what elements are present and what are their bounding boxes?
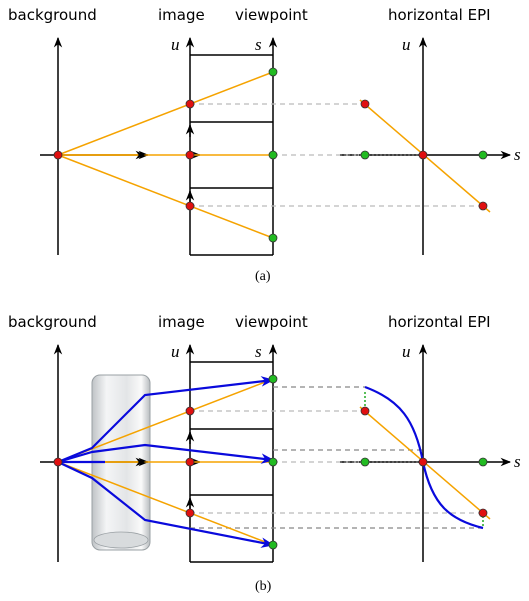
- point: [361, 407, 369, 415]
- caption: (a): [255, 269, 271, 284]
- axis-label: u: [402, 342, 411, 361]
- label: horizontal EPI: [388, 313, 491, 331]
- point: [419, 458, 427, 466]
- point: [479, 202, 487, 210]
- epi-curve: [365, 387, 483, 528]
- point: [186, 407, 194, 415]
- glass-base: [94, 532, 148, 548]
- point: [54, 151, 62, 159]
- label: viewpoint: [235, 313, 308, 331]
- axis-label: s: [255, 342, 262, 361]
- ray: [58, 462, 273, 545]
- point: [186, 100, 194, 108]
- point: [269, 375, 277, 383]
- point: [479, 151, 487, 159]
- caption: (b): [255, 579, 272, 594]
- point: [269, 234, 277, 242]
- axis-label: u: [171, 342, 180, 361]
- point: [269, 151, 277, 159]
- point: [186, 458, 194, 466]
- label: background: [8, 313, 97, 331]
- label: horizontal EPI: [388, 6, 491, 24]
- point: [361, 458, 369, 466]
- point: [361, 100, 369, 108]
- point: [419, 151, 427, 159]
- axis-label: s: [255, 35, 262, 54]
- point: [186, 509, 194, 517]
- point: [479, 509, 487, 517]
- point: [361, 151, 369, 159]
- ray: [58, 72, 273, 155]
- point: [186, 202, 194, 210]
- label: background: [8, 6, 97, 24]
- point: [186, 151, 194, 159]
- figure: background image viewpoint horizontal EP…: [0, 0, 529, 601]
- axis-label: s: [514, 452, 521, 471]
- axis-label: u: [402, 35, 411, 54]
- label: image: [158, 6, 205, 24]
- point: [269, 458, 277, 466]
- point: [269, 541, 277, 549]
- point: [54, 458, 62, 466]
- label: image: [158, 313, 205, 331]
- point: [269, 68, 277, 76]
- axis-label: u: [171, 35, 180, 54]
- axis-label: s: [514, 145, 521, 164]
- ray: [58, 155, 273, 238]
- label: viewpoint: [235, 6, 308, 24]
- point: [479, 458, 487, 466]
